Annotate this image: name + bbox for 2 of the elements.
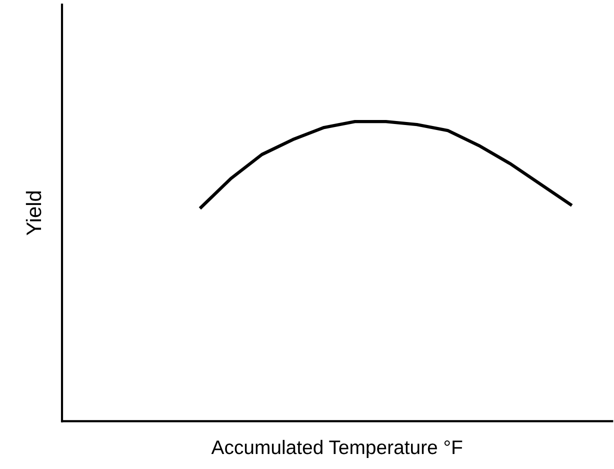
y-axis-title: Yield: [26, 191, 42, 236]
x-axis-title: Accumulated Temperature °F: [211, 440, 462, 458]
